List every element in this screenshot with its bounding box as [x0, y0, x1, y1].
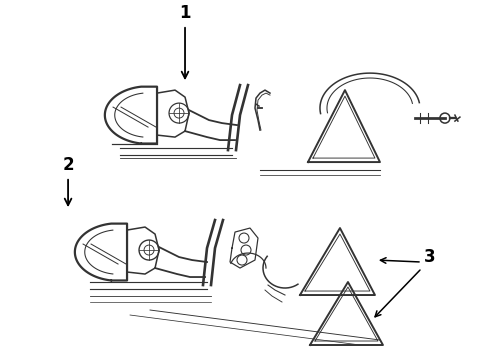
Text: 1: 1	[179, 4, 191, 78]
Text: 2: 2	[62, 156, 74, 205]
Text: 3: 3	[424, 248, 436, 266]
